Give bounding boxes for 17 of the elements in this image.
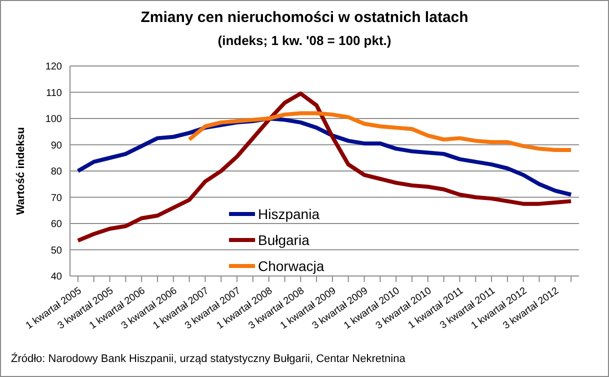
y-axis-title: Wartość indeksu	[14, 127, 27, 215]
y-tick-label: 90	[50, 140, 62, 152]
line-series	[187, 111, 574, 152]
y-tick-label: 110	[46, 88, 62, 99]
y-tick-label: 120	[45, 62, 62, 73]
y-tick-label: 80	[50, 166, 62, 178]
legend-label: Bułgaria	[258, 232, 310, 248]
legend-label: Chorwacja	[258, 258, 324, 274]
chart-subtitle: (indeks; 1 kw. '08 = 100 pkt.)	[216, 33, 392, 48]
y-tick-label: 50	[50, 245, 62, 256]
y-tick-label: 100	[45, 114, 62, 126]
legend-label: Hiszpania	[258, 206, 320, 222]
y-tick-label: 60	[50, 219, 62, 230]
chart-title: Zmiany cen nieruchomości w ostatnich latach	[140, 9, 470, 26]
y-tick-label: 70	[50, 192, 62, 204]
y-tick-label: 40	[50, 272, 62, 283]
text: Źródło: Narodowy Bank Hiszpanii, urząd statystyczny Bułgarii, Centar Nekretnina	[11, 353, 406, 365]
